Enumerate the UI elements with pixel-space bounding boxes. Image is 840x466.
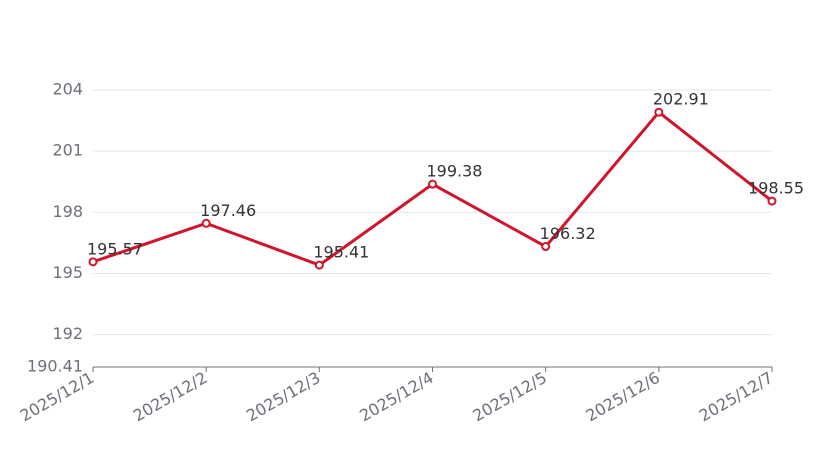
data-label: 195.41 bbox=[313, 243, 369, 262]
y-tick-label: 195 bbox=[52, 263, 83, 282]
point bbox=[314, 260, 324, 270]
data-label: 195.57 bbox=[87, 239, 143, 258]
point bbox=[88, 257, 98, 267]
y-tick-label: 198 bbox=[52, 202, 83, 221]
data-label: 199.38 bbox=[427, 162, 483, 181]
x-tick-label: 2025/12/2 bbox=[130, 368, 211, 425]
x-tick-label: 2025/12/5 bbox=[469, 368, 550, 425]
data-label: 197.46 bbox=[200, 201, 256, 220]
point bbox=[428, 179, 437, 189]
x-tick-label: 2025/12/3 bbox=[243, 368, 324, 425]
point bbox=[201, 218, 211, 228]
y-tick-label: 190.41 bbox=[27, 357, 83, 376]
x-tick-label: 2025/12/7 bbox=[696, 368, 777, 425]
data-label: 198.55 bbox=[748, 179, 804, 198]
data-label: 202.91 bbox=[653, 90, 709, 109]
x-tick-label: 2025/12/4 bbox=[356, 368, 437, 425]
x-tick-label: 2025/12/1 bbox=[17, 368, 98, 425]
y-tick-label: 192 bbox=[52, 324, 83, 343]
data-label: 196.32 bbox=[540, 224, 596, 243]
point bbox=[767, 196, 777, 206]
y-tick-label: 201 bbox=[52, 141, 83, 160]
point bbox=[541, 242, 551, 252]
point bbox=[654, 107, 664, 117]
y-tick-label: 204 bbox=[52, 80, 83, 99]
x-tick-label: 2025/12/6 bbox=[583, 368, 664, 425]
